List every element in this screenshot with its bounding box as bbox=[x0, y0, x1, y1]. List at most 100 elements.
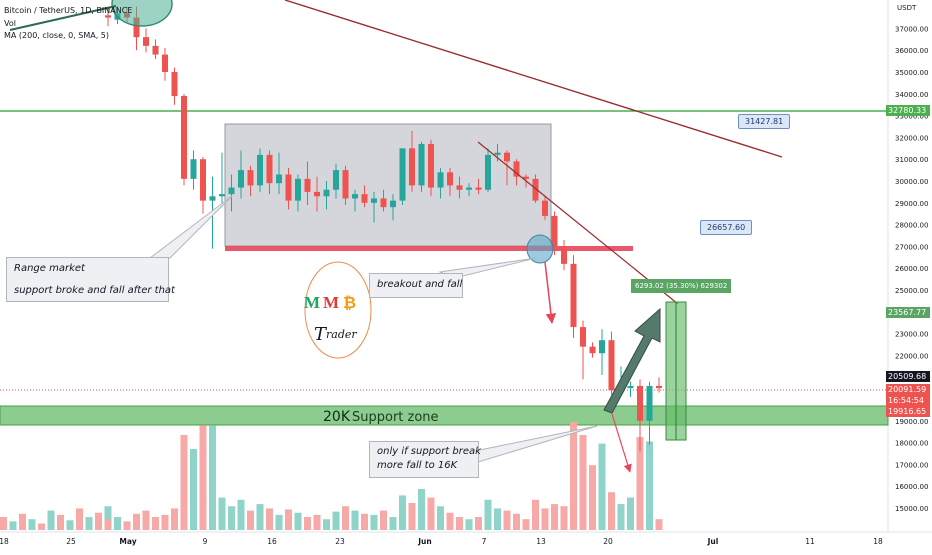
volume-bar bbox=[9, 521, 17, 530]
candle-body[interactable] bbox=[475, 187, 482, 190]
candle-body[interactable] bbox=[181, 96, 187, 179]
candle-body[interactable] bbox=[428, 143, 434, 188]
symbol-legend[interactable]: Bitcoin / TetherUS, 1D, BINANCE bbox=[4, 6, 133, 15]
breakout-circle[interactable] bbox=[526, 234, 554, 264]
candle-body[interactable] bbox=[361, 194, 368, 203]
breakdown-trend-line[interactable] bbox=[477, 141, 679, 305]
candle-body[interactable] bbox=[171, 72, 178, 96]
up-projection-arrow[interactable] bbox=[603, 307, 661, 414]
range-box[interactable] bbox=[224, 123, 552, 247]
candle-body[interactable] bbox=[143, 37, 149, 46]
candle-body[interactable] bbox=[409, 148, 415, 186]
candle-body[interactable] bbox=[247, 170, 254, 186]
candle-body[interactable] bbox=[399, 148, 406, 201]
volume-bar bbox=[28, 519, 36, 530]
candle-body[interactable] bbox=[342, 170, 349, 199]
further-fall-callout[interactable]: only if support break more fall to 16K bbox=[369, 441, 481, 478]
price-tick-label: 18000.00 bbox=[895, 440, 928, 448]
candle-body[interactable] bbox=[200, 159, 206, 201]
top-pointer-line[interactable] bbox=[9, 5, 117, 31]
breakout-callout[interactable]: breakout and fall bbox=[369, 273, 463, 298]
volume-bar bbox=[589, 465, 596, 530]
candle-body[interactable] bbox=[532, 178, 539, 201]
candle-body[interactable] bbox=[219, 194, 225, 197]
candle-body[interactable] bbox=[646, 385, 653, 421]
candle-body[interactable] bbox=[580, 327, 586, 347]
candle-body[interactable] bbox=[447, 172, 453, 186]
candle-body[interactable] bbox=[494, 152, 501, 155]
candle-body[interactable] bbox=[390, 200, 396, 208]
candle-body[interactable] bbox=[656, 385, 662, 389]
candle-body[interactable] bbox=[570, 263, 577, 328]
candle-body[interactable] bbox=[599, 340, 605, 354]
range-market-callout[interactable]: Range market support broke and fall afte… bbox=[6, 257, 175, 302]
breakdown-arrow[interactable] bbox=[544, 261, 557, 325]
volume-legend[interactable]: Vol bbox=[4, 19, 16, 28]
candle-body[interactable] bbox=[437, 172, 444, 188]
candle-body[interactable] bbox=[466, 187, 472, 190]
price-tick-label: 22000.00 bbox=[895, 352, 928, 360]
volume-bar bbox=[627, 497, 634, 530]
time-tick-label: 23 bbox=[335, 537, 345, 546]
candle-body[interactable] bbox=[238, 170, 244, 188]
volume-bar bbox=[503, 510, 511, 530]
top-circle[interactable] bbox=[111, 0, 173, 27]
axis-tag-resistance: 32780.33 bbox=[886, 105, 930, 116]
candle-body[interactable] bbox=[637, 385, 643, 421]
support-zone[interactable] bbox=[0, 405, 889, 426]
price-tick-label: 37000.00 bbox=[895, 25, 928, 33]
ma-legend[interactable]: MA (200, close, 0, SMA, 5) bbox=[4, 31, 110, 40]
logo-bitcoin: ₿ bbox=[343, 293, 356, 312]
candle-body[interactable] bbox=[551, 215, 558, 247]
candle-body[interactable] bbox=[352, 194, 358, 199]
candle-body[interactable] bbox=[209, 196, 216, 201]
further-fall-line2: more fall to 16K bbox=[377, 460, 458, 471]
volume-bar bbox=[437, 506, 444, 530]
candle-body[interactable] bbox=[485, 154, 491, 190]
volume-bar bbox=[389, 517, 397, 530]
candle-body[interactable] bbox=[513, 161, 520, 177]
trend-line-price-label[interactable]: 31427.81 bbox=[738, 114, 791, 129]
candle-body[interactable] bbox=[542, 200, 548, 216]
candle-body[interactable] bbox=[276, 174, 282, 184]
candle-body[interactable] bbox=[323, 189, 330, 197]
candle-body[interactable] bbox=[504, 152, 510, 162]
candle-body[interactable] bbox=[105, 15, 111, 18]
candle-body[interactable] bbox=[228, 187, 235, 195]
volume-bar bbox=[313, 514, 321, 530]
candle-body[interactable] bbox=[608, 340, 615, 391]
volume-bar bbox=[275, 514, 283, 530]
candle-body[interactable] bbox=[589, 346, 596, 354]
candle-body[interactable] bbox=[304, 178, 311, 192]
candle-body[interactable] bbox=[295, 178, 301, 201]
projection-measure-label[interactable]: 6293.02 (35.30%) 629302 bbox=[631, 279, 732, 293]
volume-bar bbox=[161, 514, 169, 530]
long-trend-line[interactable] bbox=[284, 0, 783, 158]
red-support-level[interactable] bbox=[225, 246, 633, 251]
candle-body[interactable] bbox=[257, 154, 263, 186]
candle-body[interactable] bbox=[152, 45, 159, 55]
candle-body[interactable] bbox=[627, 385, 634, 389]
axis-tag-last-price: 20509.68 bbox=[886, 371, 930, 382]
further-fall-arrow[interactable] bbox=[611, 413, 632, 473]
candle-body[interactable] bbox=[418, 143, 425, 186]
candle-body[interactable] bbox=[133, 17, 140, 38]
candle-body[interactable] bbox=[314, 191, 320, 197]
red-level-price-label[interactable]: 26657.60 bbox=[700, 220, 753, 235]
candle-body[interactable] bbox=[190, 159, 197, 179]
candle-body[interactable] bbox=[266, 154, 273, 184]
price-tick-label: 16000.00 bbox=[895, 483, 928, 491]
volume-bar bbox=[655, 519, 663, 530]
candle-body[interactable] bbox=[162, 54, 168, 73]
candle-body[interactable] bbox=[561, 246, 567, 264]
candle-body[interactable] bbox=[333, 170, 339, 190]
candle-body[interactable] bbox=[285, 174, 292, 201]
candle-body[interactable] bbox=[371, 198, 377, 203]
candle-body[interactable] bbox=[456, 185, 463, 190]
time-tick-label: 20 bbox=[603, 537, 613, 546]
candle-body[interactable] bbox=[380, 198, 387, 208]
candle-body[interactable] bbox=[523, 176, 529, 179]
price-tick-label: 29000.00 bbox=[895, 200, 928, 208]
price-tick-label: 15000.00 bbox=[895, 505, 928, 513]
